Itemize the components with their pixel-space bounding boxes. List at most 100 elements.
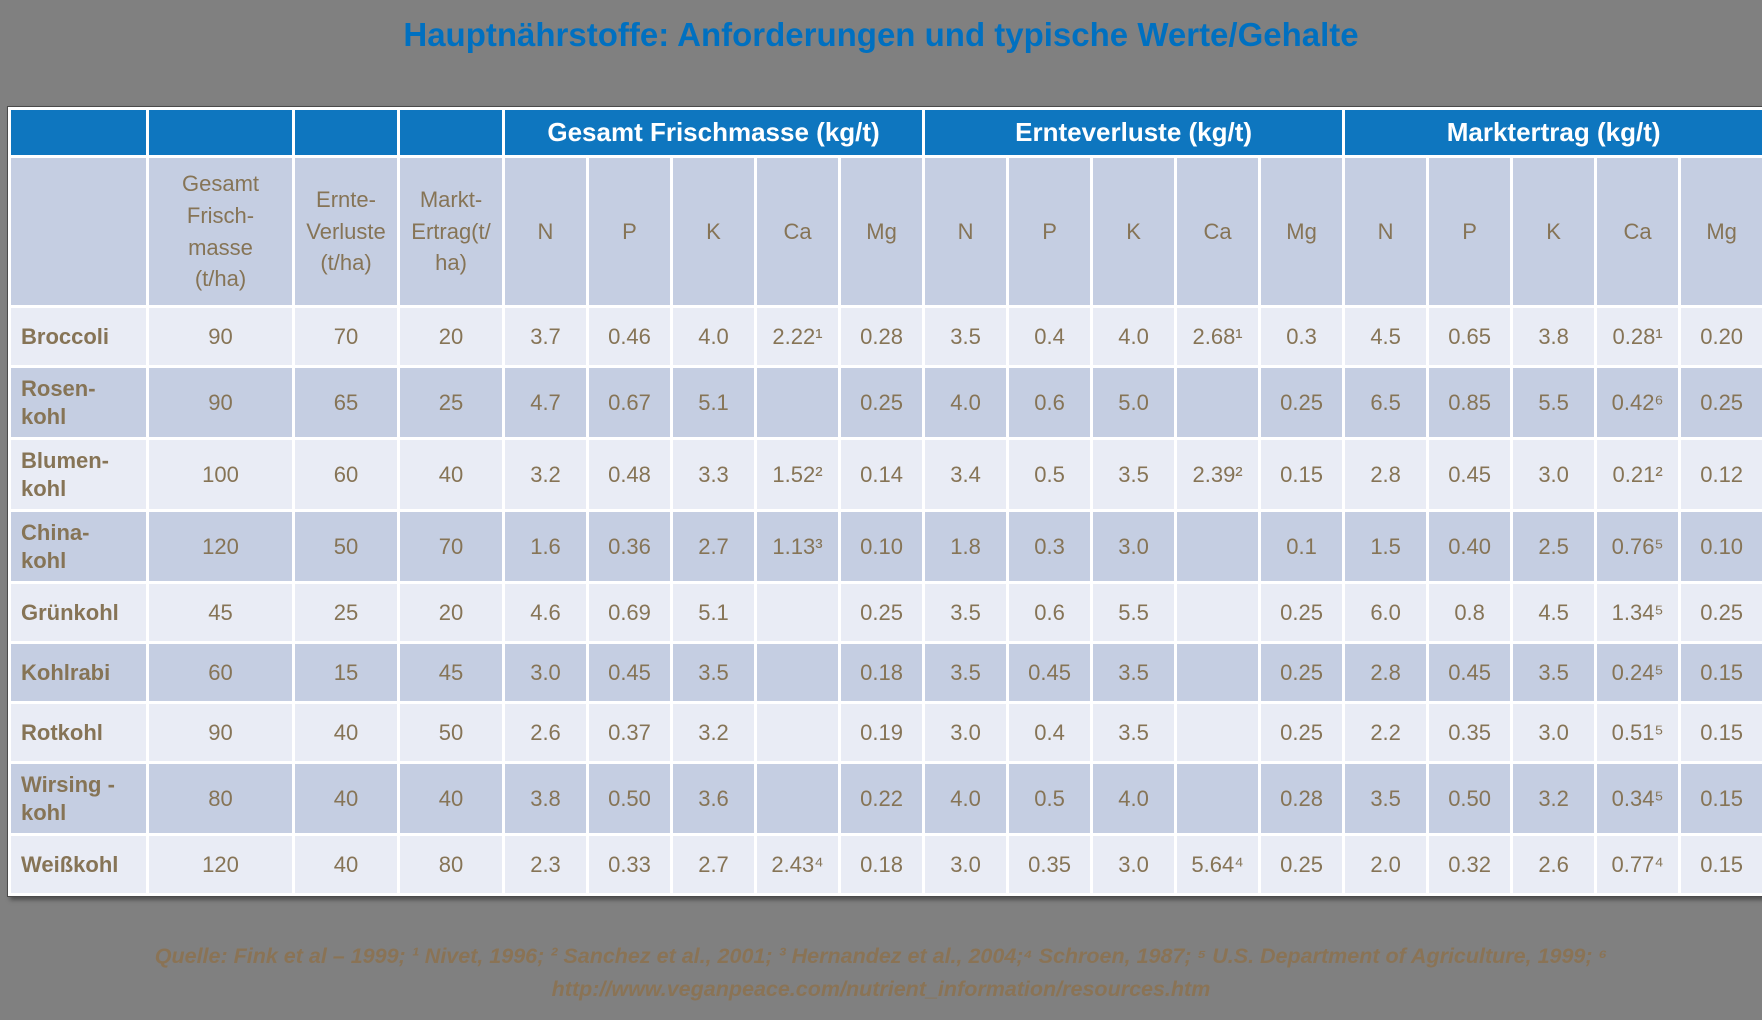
table-cell: 3.4 <box>922 437 1010 512</box>
table-cell: 0.40 <box>1426 509 1514 584</box>
column-header: Gesamt Frisch- masse (t/ha) <box>146 155 295 308</box>
table-cell: 3.6 <box>670 761 757 836</box>
table-cell: 0.25 <box>1258 833 1346 896</box>
table-cell <box>754 581 841 644</box>
table-cell: 25 <box>292 581 400 644</box>
table-cell: 3.8 <box>502 761 589 836</box>
table-cell: 2.8 <box>1342 641 1430 704</box>
column-header: Mg <box>837 155 926 308</box>
table-cell: 2.3 <box>502 833 589 896</box>
table-cell: 0.25 <box>1678 365 1762 440</box>
row-label: Rosen- kohl <box>8 365 149 440</box>
table-cell: 3.0 <box>502 641 589 704</box>
group-header-empty-cell <box>397 107 505 158</box>
table-row: Rosen- kohl 90 65 25 4.7 0.67 5.1 0.25 4.0 0.6 5.0… <box>8 365 1762 440</box>
table-cell: 0.15 <box>1678 701 1762 764</box>
table-cell: 2.5 <box>1510 509 1598 584</box>
column-group-header: Gesamt Frischmasse (kg/t) <box>501 107 926 158</box>
table-cell: 40 <box>292 833 400 896</box>
column-header: Markt- Ertrag(t/ ha) <box>397 155 505 308</box>
table-cell: 0.32 <box>1426 833 1514 896</box>
table-cell: 1.5 <box>1342 509 1430 584</box>
table-cell: 0.25 <box>837 365 926 440</box>
table-cell: 0.34⁵ <box>1594 761 1682 836</box>
table-cell: 0.45 <box>1426 437 1514 512</box>
table-cell: 90 <box>146 701 295 764</box>
column-header: N <box>922 155 1010 308</box>
source-citation: Quelle: Fink et al – 1999; ¹ Nivet, 1996… <box>154 944 1608 1002</box>
table-cell: 0.20 <box>1678 305 1762 368</box>
table-cell: 4.6 <box>502 581 589 644</box>
table-cell: 0.5 <box>1006 761 1094 836</box>
table-cell: 0.10 <box>1678 509 1762 584</box>
table-row: Broccoli 90 70 20 3.7 0.46 4.0 2.22¹ 0.28 3.5 0.4 4… <box>8 305 1762 368</box>
table-cell: 0.45 <box>1426 641 1514 704</box>
table-cell: 0.18 <box>837 833 926 896</box>
column-header: P <box>586 155 673 308</box>
table-cell: 1.13³ <box>754 509 841 584</box>
table-cell: 45 <box>397 641 505 704</box>
table-cell: 2.39² <box>1174 437 1262 512</box>
table-cell: 0.76⁵ <box>1594 509 1682 584</box>
column-header: P <box>1426 155 1514 308</box>
table-cell: 2.8 <box>1342 437 1430 512</box>
table-cell: 4.5 <box>1342 305 1430 368</box>
row-label: Rotkohl <box>8 701 149 764</box>
table-cell: 3.0 <box>1090 509 1178 584</box>
table-cell: 60 <box>146 641 295 704</box>
table-cell: 3.5 <box>1090 437 1178 512</box>
column-header: Ca <box>1594 155 1682 308</box>
column-header: K <box>670 155 757 308</box>
row-label: Wirsing - kohl <box>8 761 149 836</box>
table-cell: 0.50 <box>1426 761 1514 836</box>
table-cell: 3.2 <box>1510 761 1598 836</box>
table-cell <box>1174 701 1262 764</box>
table-cell: 0.25 <box>1258 581 1346 644</box>
table-row: China- kohl 120 50 70 1.6 0.36 2.7 1.13³ 0.10 1.8… <box>8 509 1762 584</box>
table-cell: 65 <box>292 365 400 440</box>
table-cell: 0.14 <box>837 437 926 512</box>
column-header: Mg <box>1258 155 1346 308</box>
table-cell: 60 <box>292 437 400 512</box>
table-cell: 3.2 <box>670 701 757 764</box>
table-cell: 5.64⁴ <box>1174 833 1262 896</box>
table-cell: 50 <box>397 701 505 764</box>
row-label: Grünkohl <box>8 581 149 644</box>
table-cell: 0.37 <box>586 701 673 764</box>
table-cell: 1.52² <box>754 437 841 512</box>
table-cell: 3.3 <box>670 437 757 512</box>
table-cell: 0.77⁴ <box>1594 833 1682 896</box>
table-cell: 3.5 <box>922 305 1010 368</box>
table-cell: 45 <box>146 581 295 644</box>
table-cell: 5.1 <box>670 581 757 644</box>
table-cell: 4.0 <box>1090 761 1178 836</box>
table-cell: 2.7 <box>670 509 757 584</box>
table-cell <box>754 641 841 704</box>
table-cell: 4.5 <box>1510 581 1598 644</box>
column-group-header: Ernteverluste (kg/t) <box>922 107 1346 158</box>
table-cell: 0.6 <box>1006 581 1094 644</box>
table-cell: 6.5 <box>1342 365 1430 440</box>
table-cell: 70 <box>397 509 505 584</box>
group-header-empty-cell <box>292 107 400 158</box>
table-cell: 0.36 <box>586 509 673 584</box>
table-cell: 0.48 <box>586 437 673 512</box>
table-cell: 4.0 <box>922 761 1010 836</box>
table-cell: 3.5 <box>1342 761 1430 836</box>
table-cell: 3.5 <box>1510 641 1598 704</box>
table-cell: 3.0 <box>1510 701 1598 764</box>
page-title: Hauptnährstoffe: Anforderungen und typis… <box>403 16 1359 53</box>
table-row: Rotkohl 90 40 50 2.6 0.37 3.2 0.19 3.0 0.4 3.5 0.25… <box>8 701 1762 764</box>
table-cell: 0.1 <box>1258 509 1346 584</box>
table-cell: 0.85 <box>1426 365 1514 440</box>
table-cell <box>1174 581 1262 644</box>
table-cell: 2.22¹ <box>754 305 841 368</box>
table-cell: 50 <box>292 509 400 584</box>
table-head: Gesamt Frischmasse (kg/t) Ernteverluste (… <box>8 107 1762 308</box>
table-cell: 0.25 <box>1678 581 1762 644</box>
sub-header-row: Gesamt Frisch- masse (t/ha) Ernte- Verlus… <box>8 155 1762 308</box>
table-cell: 120 <box>146 833 295 896</box>
column-header <box>8 155 149 308</box>
column-header: Ca <box>1174 155 1262 308</box>
